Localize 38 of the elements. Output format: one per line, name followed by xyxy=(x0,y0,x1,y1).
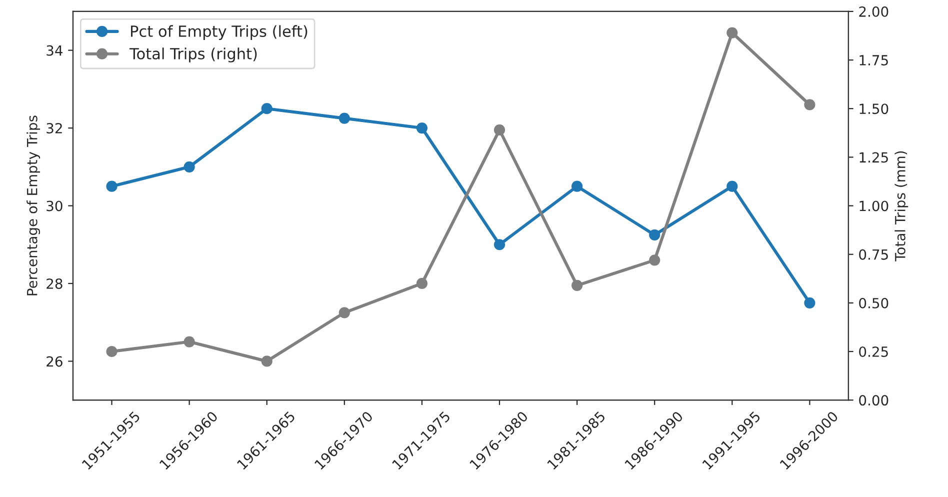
y-tick-label: 30 xyxy=(46,200,62,212)
point xyxy=(184,161,195,172)
point xyxy=(416,122,428,134)
y-tick-label: 26 xyxy=(46,356,62,367)
y2-tick-label: 0.75 xyxy=(859,249,888,260)
point xyxy=(726,27,738,38)
point xyxy=(494,124,506,136)
point xyxy=(106,346,118,358)
y2-tick-label: 1.75 xyxy=(860,55,888,66)
point xyxy=(184,336,195,348)
point xyxy=(261,356,272,367)
point xyxy=(649,254,660,266)
y-tick-label: 32 xyxy=(46,122,62,134)
point xyxy=(261,103,272,114)
point xyxy=(416,278,428,290)
y2-tick-label: 0.50 xyxy=(859,298,888,308)
point xyxy=(338,112,350,124)
point xyxy=(106,180,118,192)
y2-tick-label: 1.00 xyxy=(860,200,888,212)
legend-label: Pct of Empty Trips (left) xyxy=(131,25,308,40)
point xyxy=(804,99,816,110)
y2-tick-label: 1.25 xyxy=(860,152,888,163)
y2-tick-label: 0.25 xyxy=(859,346,888,357)
y2-tick-label: 2.00 xyxy=(859,6,888,17)
point xyxy=(649,229,660,240)
legend-label: Total Trips (right) xyxy=(129,48,257,62)
y-tick-label: 34 xyxy=(46,45,62,56)
point xyxy=(338,307,350,318)
point xyxy=(494,239,506,250)
y2-tick-label: 1.50 xyxy=(860,104,888,114)
point xyxy=(571,280,583,291)
y-axis-title: Percentage of Empty Trips xyxy=(26,116,40,296)
point xyxy=(571,180,583,192)
point xyxy=(726,180,738,192)
y-tick-label: 28 xyxy=(46,278,62,289)
y2-tick-label: 0.00 xyxy=(859,395,888,406)
point xyxy=(804,297,816,308)
y2-axis-title: Total Trips (mm) xyxy=(894,151,908,262)
